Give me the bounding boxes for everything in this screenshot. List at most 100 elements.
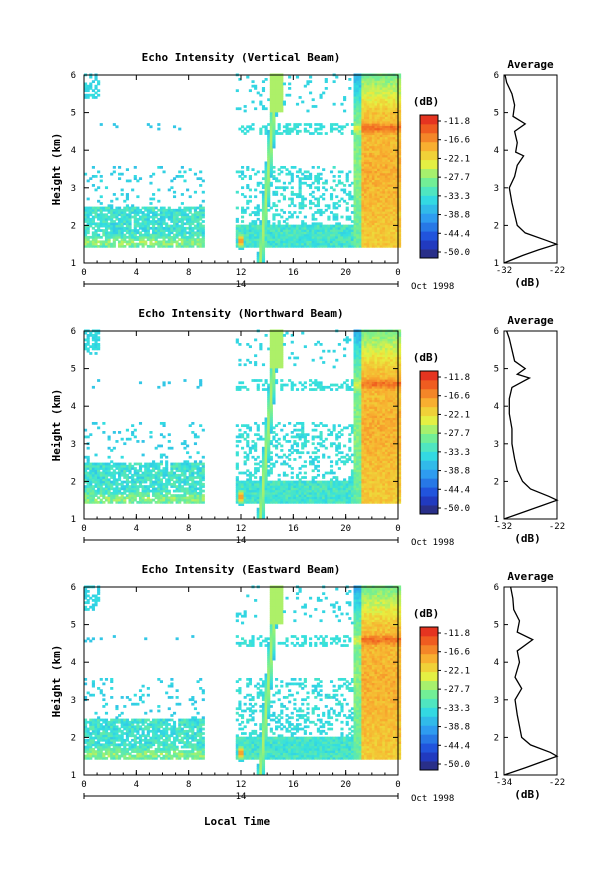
heatmap-cell bbox=[99, 229, 103, 232]
heatmap-cell bbox=[267, 229, 271, 232]
heatmap-cell bbox=[146, 220, 150, 223]
heatmap-cell bbox=[358, 105, 362, 108]
heatmap-cell bbox=[128, 242, 132, 246]
average-x-tick-label: -32 bbox=[496, 266, 512, 276]
heatmap-cell bbox=[395, 129, 399, 133]
heatmap-cell bbox=[356, 170, 360, 174]
heatmap-cell bbox=[272, 480, 276, 484]
heatmap-cell bbox=[387, 109, 391, 113]
heatmap-cell bbox=[107, 489, 111, 493]
heatmap-cell bbox=[86, 476, 90, 479]
heatmap-cell bbox=[303, 224, 307, 228]
heatmap-cell bbox=[379, 96, 383, 99]
heatmap-cell bbox=[369, 204, 373, 208]
heatmap-cell bbox=[337, 199, 341, 203]
heatmap-cell bbox=[275, 93, 279, 97]
heatmap-cell bbox=[235, 494, 239, 497]
heatmap-cell bbox=[267, 347, 271, 351]
heatmap-cell bbox=[125, 482, 129, 486]
heatmap-cell bbox=[102, 421, 106, 425]
heatmap-cell bbox=[91, 345, 95, 349]
heatmap-cell bbox=[136, 208, 140, 212]
heatmap-cell bbox=[282, 453, 286, 457]
heatmap-cell bbox=[366, 199, 370, 203]
heatmap-cell bbox=[178, 238, 182, 241]
heatmap-cell bbox=[332, 123, 336, 126]
heatmap-cell bbox=[180, 473, 184, 477]
heatmap-cell bbox=[165, 485, 169, 488]
heatmap-cell bbox=[243, 127, 247, 131]
heatmap-cell bbox=[188, 485, 192, 488]
heatmap-cell bbox=[272, 496, 276, 500]
heatmap-cell bbox=[191, 421, 195, 425]
heatmap-cell bbox=[259, 235, 263, 239]
heatmap-cell bbox=[86, 482, 90, 486]
heatmap-cell bbox=[361, 105, 365, 108]
heatmap-cell bbox=[138, 485, 143, 488]
heatmap-cell bbox=[282, 195, 286, 199]
heatmap-cell bbox=[377, 150, 381, 153]
heatmap-cell bbox=[272, 361, 276, 364]
heatmap-cell bbox=[138, 496, 143, 500]
heatmap-cell bbox=[261, 455, 266, 459]
heatmap-cell bbox=[264, 440, 268, 443]
heatmap-cell bbox=[361, 84, 365, 88]
heatmap-cell bbox=[86, 215, 90, 219]
heatmap-cell bbox=[361, 159, 365, 162]
heatmap-cell bbox=[84, 89, 88, 93]
heatmap-cell bbox=[264, 473, 268, 477]
heatmap-cell bbox=[295, 240, 300, 244]
heatmap-cell bbox=[343, 231, 347, 235]
heatmap-cell bbox=[246, 480, 250, 484]
heatmap-cell bbox=[392, 244, 396, 248]
heatmap-cell bbox=[141, 224, 145, 228]
heatmap-cell bbox=[102, 480, 106, 484]
heatmap-cell bbox=[398, 224, 402, 228]
heatmap-cell bbox=[277, 231, 281, 235]
heatmap-cell bbox=[275, 336, 279, 340]
heatmap-cell bbox=[172, 220, 177, 223]
heatmap-cell bbox=[269, 440, 273, 443]
heatmap-cell bbox=[110, 235, 114, 239]
heatmap-cell bbox=[332, 240, 336, 244]
heatmap-cell bbox=[196, 177, 200, 181]
heatmap-cell bbox=[272, 372, 276, 376]
heatmap-cell bbox=[282, 482, 286, 486]
heatmap-cell bbox=[379, 75, 383, 79]
heatmap-cell bbox=[361, 145, 365, 149]
heatmap-cell bbox=[390, 82, 394, 86]
heatmap-cell bbox=[120, 233, 124, 237]
heatmap-cell bbox=[337, 125, 341, 129]
heatmap-cell bbox=[89, 331, 93, 335]
heatmap-cell bbox=[272, 394, 276, 398]
heatmap-cell bbox=[261, 204, 266, 208]
heatmap-cell bbox=[259, 190, 263, 194]
heatmap-cell bbox=[180, 471, 184, 475]
heatmap-cell bbox=[167, 188, 171, 192]
heatmap-cell bbox=[267, 397, 271, 400]
heatmap-cell bbox=[387, 114, 391, 117]
heatmap-cell bbox=[377, 116, 381, 120]
heatmap-cell bbox=[162, 435, 166, 439]
heatmap-cell bbox=[141, 211, 145, 214]
heatmap-cell bbox=[159, 222, 163, 226]
heatmap-cell bbox=[170, 471, 174, 475]
heatmap-cell bbox=[193, 442, 198, 446]
heatmap-cell bbox=[167, 498, 171, 502]
heatmap-cell bbox=[246, 433, 250, 437]
heatmap-cell bbox=[256, 229, 260, 232]
heatmap-cell bbox=[125, 226, 129, 230]
heatmap-cell bbox=[371, 235, 375, 239]
heatmap-cell bbox=[382, 116, 386, 120]
heatmap-cell bbox=[256, 494, 260, 497]
heatmap-cell bbox=[316, 177, 320, 181]
heatmap-cell bbox=[144, 226, 148, 230]
heatmap-cell bbox=[152, 464, 156, 468]
heatmap-cell bbox=[384, 105, 389, 108]
heatmap-cell bbox=[358, 193, 362, 196]
heatmap-cell bbox=[131, 476, 135, 479]
heatmap-cell bbox=[280, 105, 284, 108]
heatmap-cell bbox=[382, 186, 386, 190]
heatmap-cell bbox=[235, 498, 239, 502]
heatmap-cell bbox=[377, 82, 381, 86]
